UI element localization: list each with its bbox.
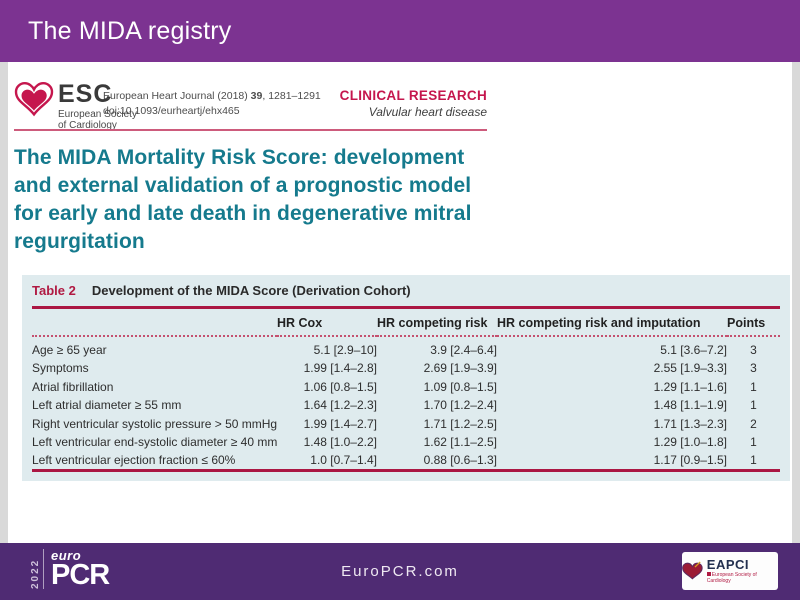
esc-mini-mark-icon	[706, 572, 711, 576]
table-header-row: HR Cox HR competing risk HR competing ri…	[32, 307, 780, 337]
article-category: CLINICAL RESEARCH	[339, 88, 487, 103]
table-row: Left ventricular end-systolic diameter ≥…	[32, 433, 780, 451]
article-subcategory: Valvular heart disease	[368, 105, 487, 119]
europcr-logo: 2022 euro PCR	[30, 548, 110, 591]
row-label: Right ventricular systolic pressure > 50…	[32, 416, 277, 431]
journal-volume: 39	[250, 90, 263, 102]
table-grid: HR Cox HR competing risk HR competing ri…	[32, 306, 780, 473]
europcr-euro: euro	[51, 548, 82, 563]
hr-imputation-value: 1.17 [0.9–1.5]	[653, 453, 727, 468]
points-value: 1	[750, 434, 757, 449]
table-row: Age ≥ 65 year 5.1 [2.9–10] 3.9 [2.4–6.4] 5.…	[32, 336, 780, 359]
esc-heart-icon	[14, 82, 54, 117]
table-row: Right ventricular systolic pressure > 50…	[32, 414, 780, 432]
slide-title: The MIDA registry	[28, 17, 232, 45]
hr-cox-value: 1.99 [1.4–2.8]	[303, 361, 377, 376]
row-label: Left ventricular ejection fraction ≤ 60%	[32, 453, 236, 468]
column-header-hr-cox: HR Cox	[277, 307, 377, 337]
column-header-empty	[32, 307, 277, 337]
esc-name-line1: European Society	[58, 109, 137, 120]
hr-cox-value: 1.99 [1.4–2.7]	[303, 416, 377, 431]
eapci-name: EAPCI	[706, 557, 750, 572]
hr-cox-value: 1.0 [0.7–1.4]	[310, 453, 377, 468]
table-caption-label: Table 2	[32, 283, 76, 298]
row-label: Atrial fibrillation	[32, 379, 114, 394]
hr-imputation-value: 1.71 [1.3–2.3]	[653, 416, 727, 431]
hr-imputation-value: 2.55 [1.9–3.3]	[653, 361, 727, 376]
points-value: 3	[750, 343, 757, 357]
hr-cox-value: 1.06 [0.8–1.5]	[303, 379, 377, 394]
article-panel: ESC European Society of Cardiology Europ…	[8, 62, 792, 543]
eapci-logo: EAPCI European Society of Cardiology	[682, 552, 778, 590]
hr-imputation-value: 1.29 [1.0–1.8]	[653, 434, 727, 449]
hr-cox-value: 1.64 [1.2–2.3]	[303, 398, 377, 413]
row-label: Left ventricular end-systolic diameter ≥…	[32, 434, 277, 449]
table-row: Atrial fibrillation 1.06 [0.8–1.5] 1.09 [0…	[32, 378, 780, 396]
hr-cox-value: 5.1 [2.9–10]	[313, 343, 377, 357]
esc-acronym: ESC	[58, 80, 113, 108]
hr-competing-value: 2.69 [1.9–3.9]	[423, 361, 497, 376]
row-label: Age ≥ 65 year	[32, 343, 107, 357]
hr-competing-value: 1.71 [1.2–2.5]	[423, 416, 497, 431]
hr-competing-value: 1.70 [1.2–2.4]	[423, 398, 497, 413]
column-header-points: Points	[727, 307, 780, 337]
table-row: Symptoms 1.99 [1.4–2.8] 2.69 [1.9–3.9] 2.55…	[32, 359, 780, 377]
table-caption-text: Development of the MIDA Score (Derivatio…	[91, 283, 411, 298]
article-category-block: CLINICAL RESEARCH Valvular heart disease	[340, 88, 487, 119]
points-value: 2	[750, 416, 757, 431]
hr-competing-value: 1.09 [0.8–1.5]	[423, 379, 497, 394]
table-row: Left ventricular ejection fraction ≤ 60%…	[32, 451, 780, 471]
journal-doi: doi:10.1093/eurheartj/ehx465	[103, 105, 240, 117]
header-divider	[14, 129, 487, 131]
journal-citation: European Heart Journal (2018) 39, 1281–1…	[103, 90, 321, 102]
eapci-wordmark: EAPCI European Society of Cardiology	[706, 557, 778, 584]
slide-footer: 2022 euro PCR EuroPCR.com EAPCI European…	[0, 543, 800, 600]
europcr-pcr: PCR	[51, 559, 110, 591]
esc-wordmark: ESC European Society of Cardiology	[58, 80, 137, 132]
row-label: Left atrial diameter ≥ 55 mm	[32, 398, 182, 413]
hr-imputation-value: 1.29 [1.1–1.6]	[653, 379, 727, 394]
europcr-website: EuroPCR.com	[341, 563, 459, 580]
hr-imputation-value: 5.1 [3.6–7.2]	[660, 343, 727, 357]
esc-logo: ESC European Society of Cardiology	[14, 82, 137, 131]
row-label: Symptoms	[32, 361, 89, 376]
eapci-heart-icon	[682, 561, 703, 580]
column-header-hr-imputation: HR competing risk and imputation	[497, 307, 727, 337]
points-value: 3	[750, 361, 757, 376]
hr-imputation-value: 1.48 [1.1–1.9]	[653, 398, 727, 413]
points-value: 1	[750, 398, 757, 413]
points-value: 1	[750, 379, 757, 394]
journal-reference: European Heart Journal (2018) 39, 1281–1…	[103, 89, 321, 119]
table-caption: Table 2 Development of the MIDA Score (De…	[32, 281, 780, 301]
column-header-hr-competing: HR competing risk	[377, 307, 497, 337]
article-title: The MIDA Mortality Risk Score: developme…	[14, 146, 472, 253]
mida-table-body: Age ≥ 65 year 5.1 [2.9–10] 3.9 [2.4–6.4] 5.…	[32, 336, 780, 471]
hr-competing-value: 0.88 [0.6–1.3]	[423, 453, 497, 468]
esc-name-line2: of Cardiology	[58, 120, 117, 131]
mida-score-table: Table 2 Development of the MIDA Score (De…	[22, 275, 790, 482]
points-value: 1	[750, 453, 757, 468]
table-row: Left atrial diameter ≥ 55 mm 1.64 [1.2–2.…	[32, 396, 780, 414]
hr-competing-value: 1.62 [1.1–2.5]	[423, 434, 497, 449]
europcr-wordmark: euro PCR	[47, 548, 110, 591]
hr-competing-value: 3.9 [2.4–6.4]	[430, 343, 497, 357]
eapci-subtitle: European Society of Cardiology	[706, 572, 757, 584]
hr-cox-value: 1.48 [1.0–2.2]	[303, 434, 377, 449]
slide-header: The MIDA registry	[0, 0, 800, 62]
